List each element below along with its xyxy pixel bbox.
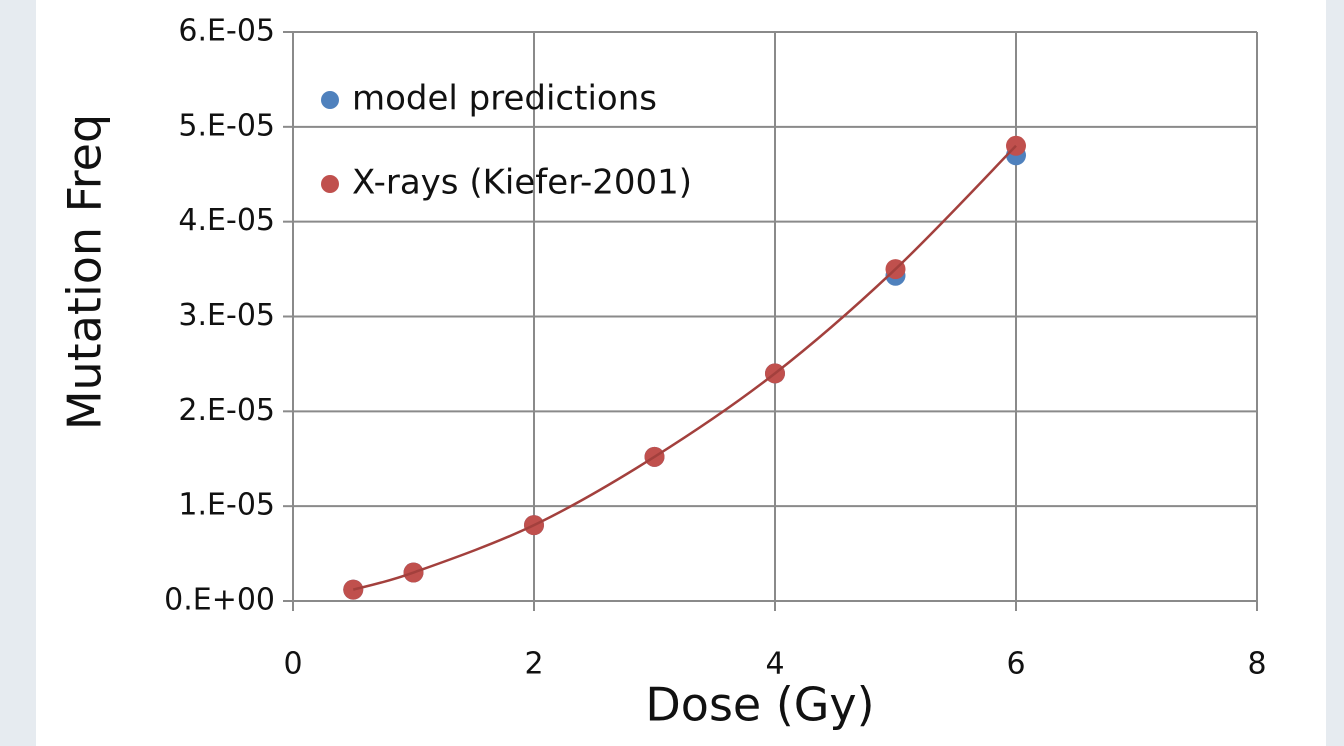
y-tick-label: 3.E-05 [178,298,275,333]
y-tick-label: 5.E-05 [178,108,275,143]
x-tick-label: 2 [524,647,543,682]
side-panel [0,0,36,746]
legend-marker [321,91,339,109]
x-tick-label: 0 [283,647,302,682]
y-tick-label: 4.E-05 [178,203,275,238]
y-tick-label: 0.E+00 [164,583,275,618]
legend-label: X-rays (Kiefer-2001) [352,163,692,203]
x-tick-label: 4 [765,647,784,682]
y-tick-label: 2.E-05 [178,393,275,428]
legend-marker [321,175,339,193]
y-tick-label: 6.E-05 [178,14,275,49]
trendline [352,144,1017,591]
x-axis-title: Dose (Gy) [645,678,874,732]
legend-label: model predictions [352,79,657,119]
x-tick-label: 6 [1006,647,1025,682]
x-tick-label: 8 [1247,647,1266,682]
y-axis-title: Mutation Freq [58,114,112,430]
side-panel [1326,0,1344,746]
y-tick-label: 1.E-05 [178,488,275,523]
